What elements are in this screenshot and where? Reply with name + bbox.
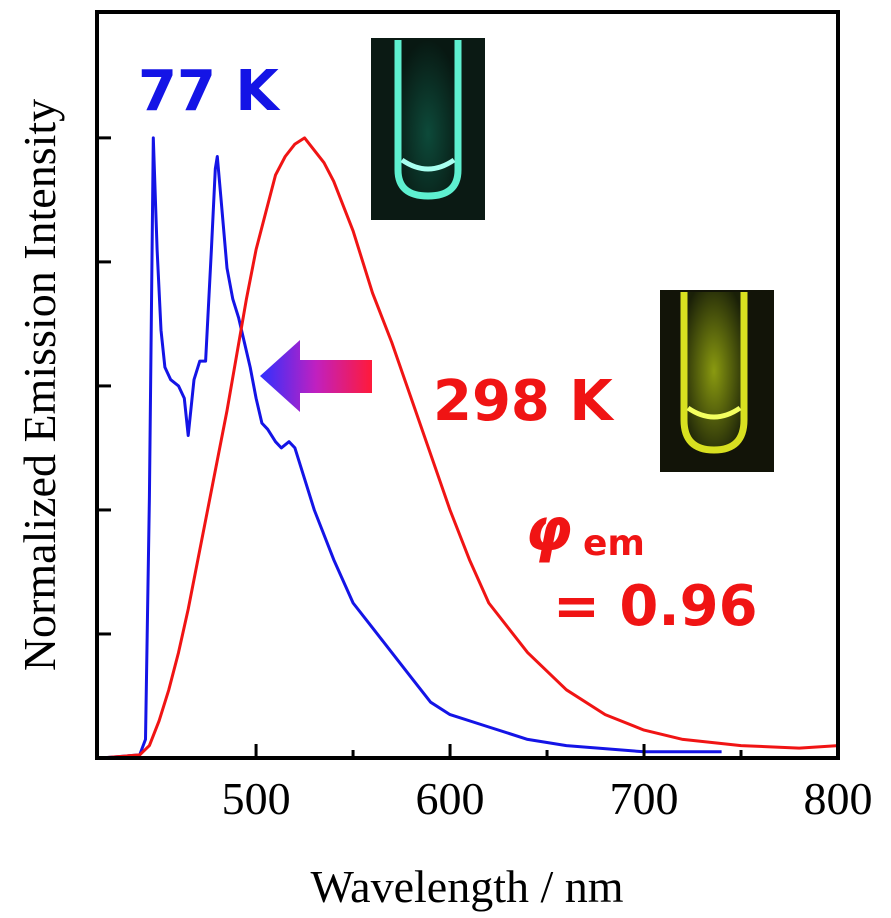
series-line [100,136,722,760]
x-axis-title: Wavelength / nm [310,861,623,912]
series-line [100,136,839,760]
shift-arrow [260,340,372,412]
x-tick-label: 600 [416,773,485,824]
series-label: 77 K [138,59,281,124]
x-tick-label: 800 [804,773,873,824]
x-tick-label: 700 [610,773,679,824]
x-tick-label: 500 [222,773,291,824]
inset-photo-298k [660,290,774,472]
inset-photo-77k [371,38,485,220]
series-label: 298 K [433,369,615,434]
annotation-subscript: em [583,523,645,564]
annotation-text: = 0.96 [553,574,758,639]
y-axis-title: Normalized Emission Intensity [14,99,65,671]
annotation-symbol: φ [525,495,572,565]
